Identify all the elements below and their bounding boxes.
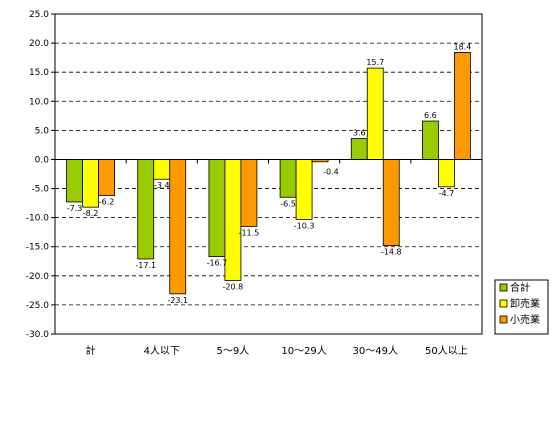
data-label: -10.3	[294, 221, 315, 230]
data-label: -6.2	[99, 198, 115, 207]
y-tick-label: -10.0	[26, 214, 50, 224]
bar	[295, 159, 313, 220]
data-label: -0.4	[323, 167, 339, 176]
legend-label: 卸売業	[510, 297, 540, 310]
data-label: -14.8	[381, 248, 402, 257]
bar	[240, 159, 258, 227]
bar	[350, 138, 368, 160]
data-labels: -7.3 -17.1 -16.7 -6.5 3.6 6.6 -8.2 -3.4 -20.8 -10…	[67, 42, 472, 304]
axes	[51, 13, 483, 335]
data-label: -17.1	[135, 261, 156, 270]
data-label: -20.8	[223, 282, 244, 291]
bar	[66, 159, 83, 203]
bar	[454, 52, 471, 160]
bar	[153, 159, 171, 180]
legend-swatch	[499, 283, 508, 292]
category-label: 5〜9人	[217, 345, 250, 357]
bar	[169, 159, 187, 295]
legend-label: 小売業	[510, 313, 540, 326]
data-label: -8.2	[83, 209, 99, 218]
bar	[82, 159, 99, 208]
data-label: -6.5	[280, 199, 296, 208]
y-tick-label: -20.0	[26, 272, 50, 282]
category-label: 計	[86, 344, 96, 357]
y-tick-label: 10.0	[29, 97, 49, 107]
bar-group	[66, 52, 471, 295]
data-label: 3.6	[353, 129, 366, 138]
bar	[208, 159, 226, 258]
data-label: 15.7	[366, 58, 384, 67]
grid-lines	[55, 13, 482, 335]
bar	[438, 159, 455, 188]
x-axis-categories: 計 4人以下 5〜9人 10〜29人 30〜49人 50人以上	[86, 344, 468, 357]
bar	[382, 159, 400, 246]
data-label: -23.1	[167, 296, 188, 305]
y-tick-label: -30.0	[26, 330, 50, 340]
data-label: -4.7	[439, 189, 455, 198]
data-label: -3.4	[154, 181, 170, 190]
y-tick-label: 20.0	[29, 39, 49, 49]
category-label: 50人以上	[425, 345, 468, 357]
data-label: 6.6	[424, 111, 437, 120]
data-label: 18.4	[454, 42, 472, 51]
bar	[224, 159, 242, 281]
legend-swatch	[499, 299, 508, 308]
legend-label: 合計	[510, 281, 530, 294]
y-tick-label: 5.0	[35, 126, 50, 136]
y-tick-label: -25.0	[26, 301, 50, 311]
y-axis-ticks: 25.0 20.0 15.0 10.0 5.0 0.0 -5.0 -10.0 -15.0 -20.…	[26, 10, 50, 340]
category-label: 30〜49人	[353, 345, 398, 357]
y-tick-label: 15.0	[29, 68, 49, 78]
y-tick-label: -5.0	[31, 185, 49, 195]
data-label: -11.5	[239, 228, 260, 237]
bar	[422, 120, 439, 160]
y-tick-label: 0.0	[35, 155, 50, 165]
category-label: 4人以下	[144, 345, 180, 357]
legend-swatch	[499, 315, 508, 324]
bar	[366, 67, 384, 160]
y-tick-label: -15.0	[26, 243, 50, 253]
data-label: -16.7	[207, 259, 228, 268]
bar	[98, 159, 115, 196]
category-label: 10〜29人	[281, 345, 326, 357]
data-label: -7.3	[67, 204, 83, 213]
bar	[279, 159, 297, 198]
y-tick-label: 25.0	[29, 10, 49, 20]
bar	[137, 159, 155, 260]
plot-border	[54, 13, 483, 335]
